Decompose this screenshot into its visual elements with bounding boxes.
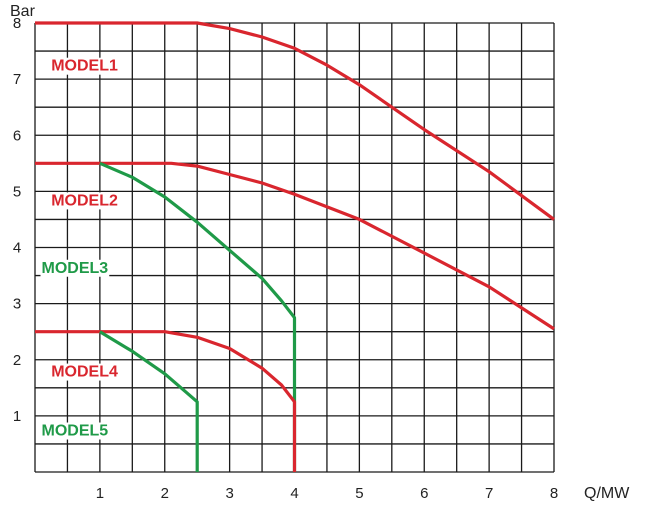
y-tick-label: 3 <box>13 296 21 313</box>
x-tick-label: 3 <box>225 485 233 502</box>
series-label-model1: MODEL1 <box>51 58 118 75</box>
y-axis-label: Bar <box>10 3 36 20</box>
series-group <box>35 21 555 472</box>
series-label-bg-model5 <box>40 422 110 440</box>
series-label-bg-model4 <box>50 363 119 381</box>
x-tick-label: 7 <box>485 485 493 502</box>
series-line-model2 <box>35 161 555 331</box>
y-tick-label: 4 <box>13 240 21 257</box>
x-tick-label: 4 <box>290 485 298 502</box>
x-axis-label: Q/MW <box>584 485 630 502</box>
x-tick-label: 6 <box>420 485 428 502</box>
y-tick-label: 6 <box>13 127 21 144</box>
series-line-model5 <box>99 330 199 472</box>
series-label-model4: MODEL4 <box>51 364 118 381</box>
y-tick-label: 2 <box>13 352 21 369</box>
x-tick-label: 2 <box>161 485 169 502</box>
series-label-bg-model1 <box>50 57 119 75</box>
series-line-model3 <box>99 161 297 472</box>
y-tick-label: 5 <box>13 183 21 200</box>
x-tick-label: 1 <box>96 485 104 502</box>
x-tick-label: 8 <box>550 485 558 502</box>
y-tick-label: 8 <box>13 15 21 32</box>
series-label-model2: MODEL2 <box>51 192 118 209</box>
series-line-model4 <box>35 330 297 472</box>
series-label-model5: MODEL5 <box>41 423 108 440</box>
series-label-model3: MODEL3 <box>41 260 108 277</box>
series-labels: MODEL1 MODEL2 MODEL3 MODEL4 MODEL5 <box>40 57 119 440</box>
y-tick-label: 1 <box>13 408 21 425</box>
series-line-model1 <box>35 21 555 221</box>
series-label-bg-model2 <box>50 192 119 210</box>
tick-labels: 1 2 3 4 5 6 7 8 1 2 3 4 5 6 7 8 <box>13 15 558 502</box>
series-label-bg-model3 <box>40 259 110 277</box>
x-tick-label: 5 <box>355 485 363 502</box>
y-tick-label: 7 <box>13 71 21 88</box>
